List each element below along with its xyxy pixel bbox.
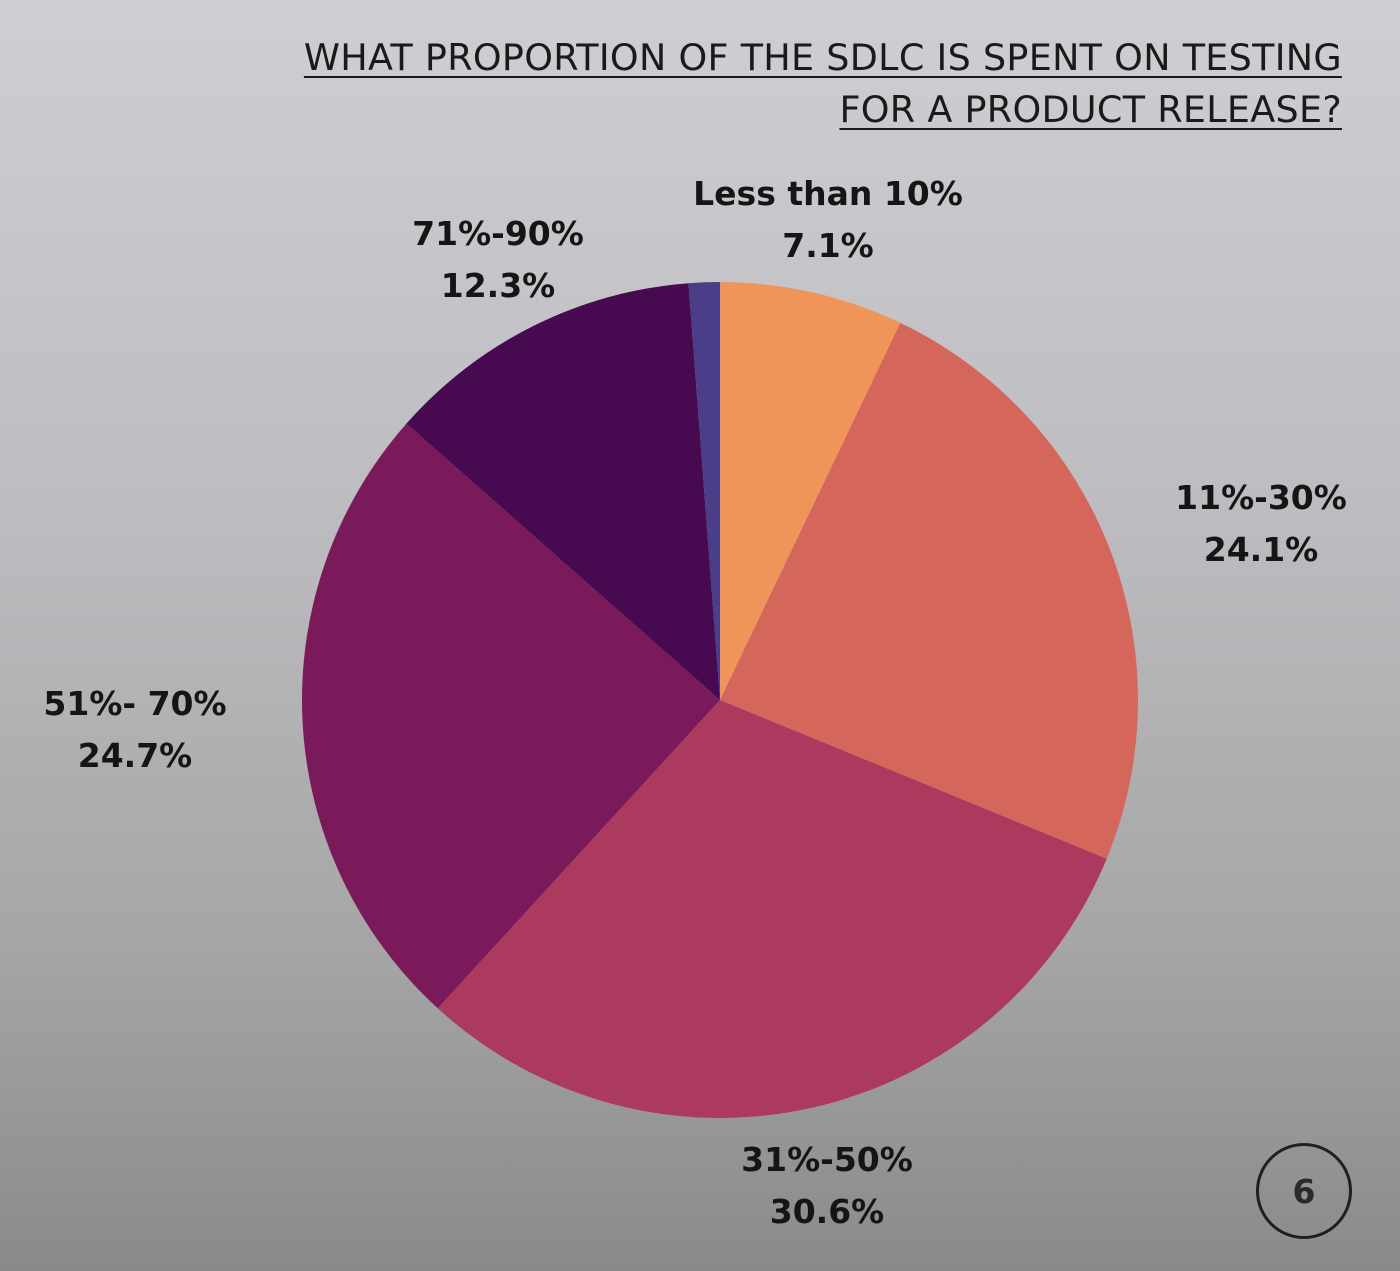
chart-title-line-1: WHAT PROPORTION OF THE SDLC IS SPENT ON … (303, 36, 1342, 79)
pie-slice-1 (720, 322, 1138, 859)
slice-name-less-than-10: Less than 10% (693, 174, 963, 213)
slice-value-31-50: 30.6% (769, 1192, 885, 1231)
pie-slice-3 (302, 423, 720, 1009)
pie-slice-0 (720, 282, 901, 700)
slice-label-71-90: 71%-90% 12.3% (412, 208, 584, 312)
page-number: 6 (1292, 1171, 1316, 1211)
slice-name-71-90: 71%-90% (412, 214, 584, 253)
slice-label-51-70: 51%- 70% 24.7% (43, 678, 226, 782)
pie-slice-2 (437, 700, 1107, 1118)
pie-slice-5 (688, 282, 720, 700)
slice-value-71-90: 12.3% (440, 266, 556, 305)
slice-name-11-30: 11%-30% (1175, 478, 1347, 517)
slice-value-less-than-10: 7.1% (782, 226, 874, 265)
chart-title-line-2: FOR A PRODUCT RELEASE? (839, 88, 1342, 131)
slice-name-31-50: 31%-50% (741, 1140, 913, 1179)
slice-label-11-30: 11%-30% 24.1% (1175, 472, 1347, 576)
chart-title: WHAT PROPORTION OF THE SDLC IS SPENT ON … (142, 32, 1342, 136)
page-number-badge: 6 (1256, 1143, 1352, 1239)
slice-label-31-50: 31%-50% 30.6% (741, 1134, 913, 1238)
pie-slice-4 (406, 283, 720, 700)
slice-value-51-70: 24.7% (77, 736, 193, 775)
slice-name-51-70: 51%- 70% (43, 684, 227, 723)
slice-value-11-30: 24.1% (1203, 530, 1319, 569)
slice-label-less-than-10: Less than 10% 7.1% (693, 168, 963, 272)
